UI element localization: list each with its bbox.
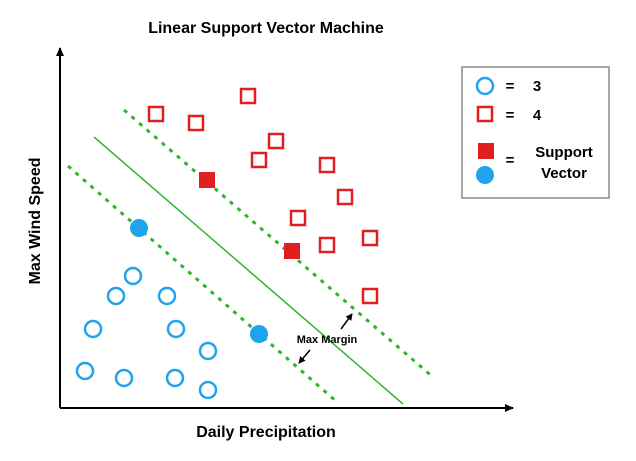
- class-4-point: [318, 236, 336, 254]
- class-3-point: [75, 361, 95, 381]
- legend-filled-square-icon: [478, 143, 494, 159]
- legend-label-3: 3: [533, 78, 541, 95]
- diagram-title: Linear Support Vector Machine: [148, 20, 384, 37]
- legend-open-circle-icon: [475, 76, 495, 96]
- class-3-point: [114, 368, 134, 388]
- legend-equals-1: =: [506, 78, 515, 95]
- class-4-point: [361, 229, 379, 247]
- class-3-point: [198, 341, 218, 361]
- class-3-point: [123, 266, 143, 286]
- class-3-point: [83, 319, 103, 339]
- class-4-points: [147, 87, 379, 305]
- support-vector-square: [199, 172, 215, 188]
- class-4-point: [187, 114, 205, 132]
- legend-equals-2: =: [506, 107, 515, 124]
- class-3-point: [106, 286, 126, 306]
- margin-arrow-lower: [298, 349, 311, 364]
- legend-label-vector: Vector: [541, 165, 587, 182]
- class-3-point: [165, 368, 185, 388]
- margin-annotation: Max Margin: [297, 334, 358, 346]
- class-3-point: [198, 380, 218, 400]
- legend-label-support: Support: [535, 144, 593, 161]
- class-4-point: [361, 287, 379, 305]
- class-4-point: [267, 132, 285, 150]
- support-vector-circle: [250, 325, 268, 343]
- class-4-point: [239, 87, 257, 105]
- class-4-point: [318, 156, 336, 174]
- support-vector-square: [284, 243, 300, 259]
- lower-margin-line: [67, 164, 339, 405]
- class-4-point: [289, 209, 307, 227]
- legend-equals-3: =: [506, 152, 515, 169]
- class-3-point: [157, 286, 177, 306]
- class-4-point: [147, 105, 165, 123]
- legend-open-square-icon: [476, 105, 494, 123]
- legend-filled-circle-icon: [476, 166, 494, 184]
- legend-label-4: 4: [533, 107, 542, 124]
- class-3-point: [166, 319, 186, 339]
- margin-arrow-upper: [340, 313, 353, 330]
- legend: = 3 = 4 = Support Vector: [461, 66, 610, 199]
- y-axis-label: Max Wind Speed: [27, 158, 44, 285]
- upper-margin-line: [123, 108, 435, 380]
- class-4-point: [336, 188, 354, 206]
- hyperplane-line: [93, 136, 404, 405]
- x-axis-label: Daily Precipitation: [196, 424, 336, 441]
- class-3-points: [75, 266, 218, 400]
- support-vector-circle: [130, 219, 148, 237]
- support-vectors: [130, 172, 300, 343]
- class-4-point: [250, 151, 268, 169]
